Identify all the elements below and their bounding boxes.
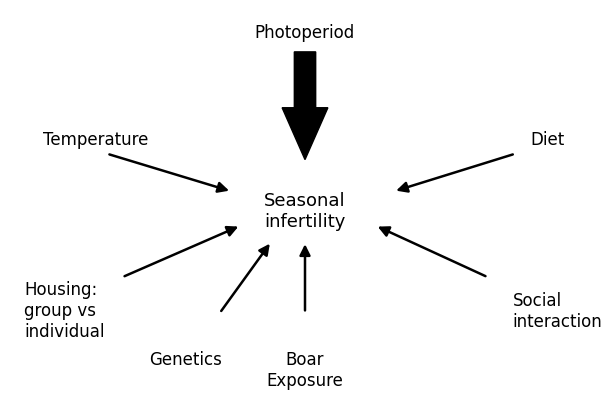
Text: Photoperiod: Photoperiod — [255, 24, 355, 42]
Text: Boar
Exposure: Boar Exposure — [267, 351, 343, 390]
Text: Housing:
group vs
individual: Housing: group vs individual — [24, 281, 105, 341]
Text: Social
interaction: Social interaction — [512, 292, 602, 331]
Text: Genetics: Genetics — [149, 351, 223, 369]
Text: Seasonal
infertility: Seasonal infertility — [264, 192, 346, 231]
Text: Diet: Diet — [531, 130, 565, 149]
Text: Temperature: Temperature — [43, 130, 148, 149]
